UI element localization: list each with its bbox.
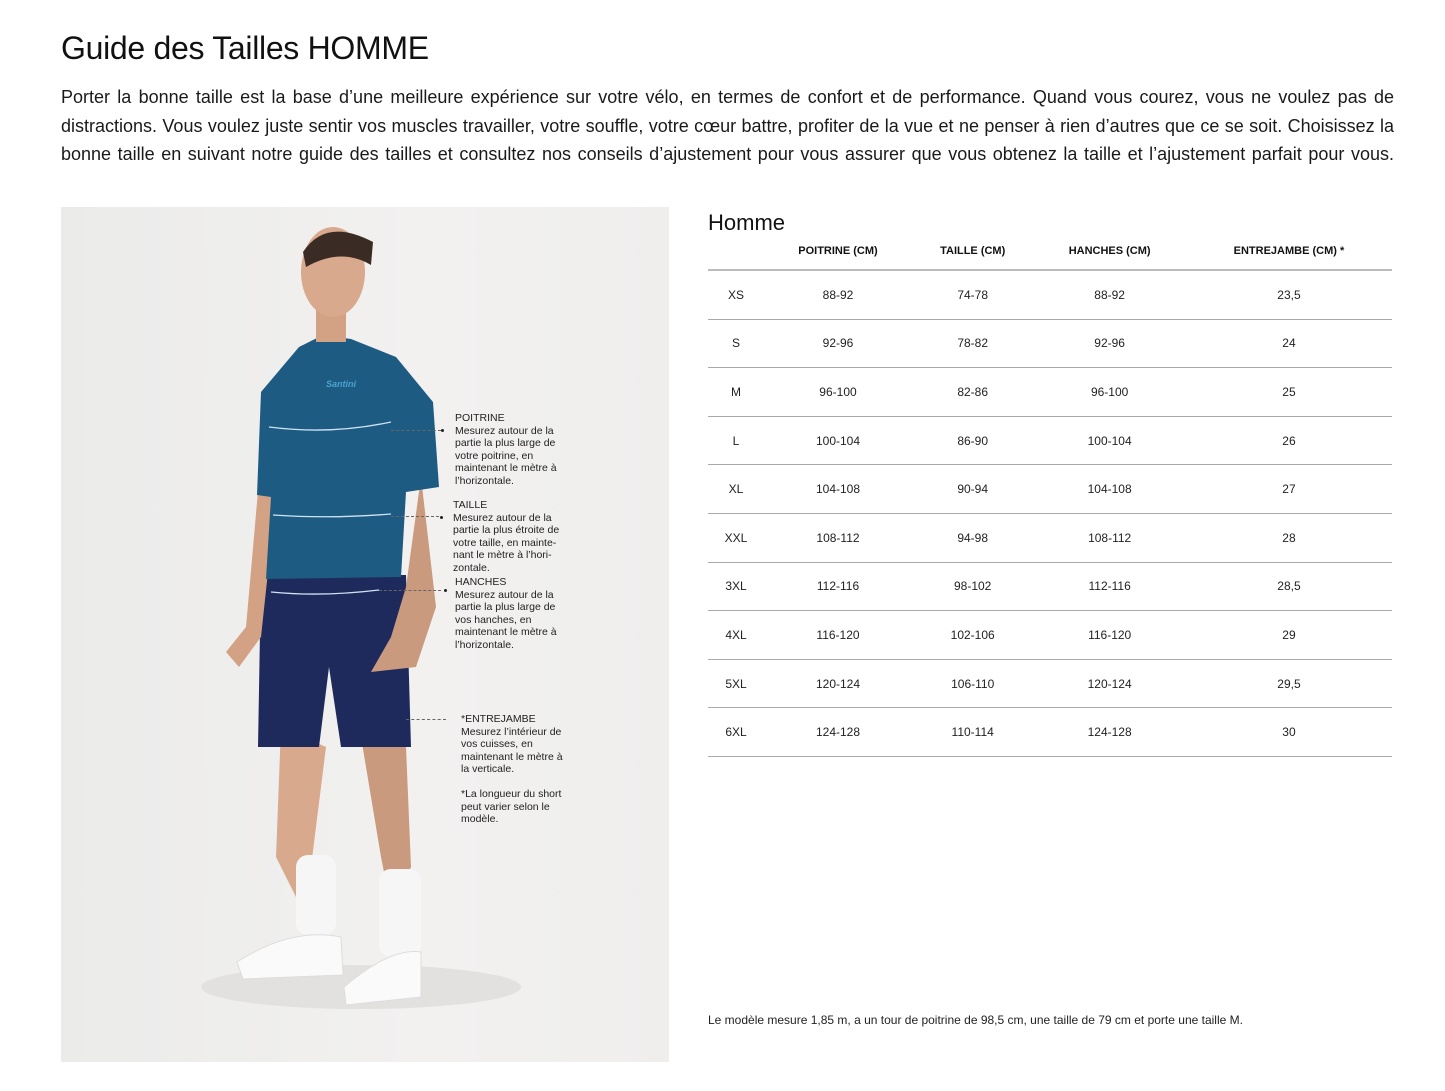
size-value: 26 <box>1185 416 1392 466</box>
size-value: 116-120 <box>764 610 912 660</box>
table-row: 5XL 120-124 106-110 120-124 29,5 <box>708 659 1392 709</box>
size-value: 124-128 <box>764 707 912 757</box>
column-header: ENTREJAMBE (CM) * <box>1185 232 1392 271</box>
size-label: 3XL <box>708 562 764 612</box>
table-row: M 96-100 82-86 96-100 25 <box>708 367 1392 417</box>
size-value: 104-108 <box>1033 464 1186 514</box>
size-value: 104-108 <box>764 464 912 514</box>
size-label: M <box>708 367 764 417</box>
size-value: 106-110 <box>911 659 1034 709</box>
size-value: 29,5 <box>1185 659 1392 709</box>
size-value: 116-120 <box>1033 610 1186 660</box>
size-value: 92-96 <box>764 319 912 369</box>
size-label: 5XL <box>708 659 764 709</box>
size-value: 24 <box>1185 319 1392 369</box>
size-value: 78-82 <box>911 319 1034 369</box>
column-header: TAILLE (CM) <box>911 232 1034 271</box>
size-value: 98-102 <box>911 562 1034 612</box>
size-value: 29 <box>1185 610 1392 660</box>
note-taille: TAILLE Mesurez autour de la partie la plu… <box>453 499 560 574</box>
jersey-logo: Santini <box>326 379 357 389</box>
size-value: 96-100 <box>764 367 912 417</box>
model-footnote: Le modèle mesure 1,85 m, a un tour de po… <box>708 1013 1243 1027</box>
size-label: S <box>708 319 764 369</box>
size-value: 112-116 <box>1033 562 1186 612</box>
size-value: 108-112 <box>764 513 912 563</box>
size-label: XXL <box>708 513 764 563</box>
note-poitrine: POITRINE Mesurez autour de la partie la p… <box>455 412 557 487</box>
size-value: 28,5 <box>1185 562 1392 612</box>
size-value: 88-92 <box>1033 270 1186 320</box>
table-row: L 100-104 86-90 100-104 26 <box>708 416 1392 466</box>
table-row: 4XL 116-120 102-106 116-120 29 <box>708 610 1392 660</box>
model-photo: Santini POITRINE Mesurez autour de la par… <box>61 207 669 1062</box>
size-value: 30 <box>1185 707 1392 757</box>
table-row: 6XL 124-128 110-114 124-128 30 <box>708 707 1392 757</box>
size-value: 110-114 <box>911 707 1034 757</box>
table-row: XL 104-108 90-94 104-108 27 <box>708 464 1392 514</box>
note-hanches: HANCHES Mesurez autour de la partie la pl… <box>455 576 557 651</box>
table-row: XS 88-92 74-78 88-92 23,5 <box>708 270 1392 320</box>
column-header: HANCHES (CM) <box>1033 232 1186 271</box>
size-value: 100-104 <box>764 416 912 466</box>
size-label: XS <box>708 270 764 320</box>
size-value: 90-94 <box>911 464 1034 514</box>
table-title: Homme <box>708 210 786 235</box>
size-label: 4XL <box>708 610 764 660</box>
size-value: 96-100 <box>1033 367 1186 417</box>
size-value: 25 <box>1185 367 1392 417</box>
column-header <box>708 232 764 271</box>
size-value: 28 <box>1185 513 1392 563</box>
size-value: 100-104 <box>1033 416 1186 466</box>
size-value: 74-78 <box>911 270 1034 320</box>
note-entrejambe: *ENTREJAMBE Mesurez l’intérieur de vos cu… <box>461 713 563 826</box>
size-value: 124-128 <box>1033 707 1186 757</box>
size-value: 108-112 <box>1033 513 1186 563</box>
size-value: 102-106 <box>911 610 1034 660</box>
size-value: 27 <box>1185 464 1392 514</box>
table-row: S 92-96 78-82 92-96 24 <box>708 319 1392 369</box>
model-figure-illustration: Santini <box>201 227 521 1009</box>
size-value: 94-98 <box>911 513 1034 563</box>
size-label: L <box>708 416 764 466</box>
size-value: 88-92 <box>764 270 912 320</box>
table-row: 3XL 112-116 98-102 112-116 28,5 <box>708 562 1392 612</box>
table-row: XXL 108-112 94-98 108-112 28 <box>708 513 1392 563</box>
size-value: 112-116 <box>764 562 912 612</box>
size-value: 120-124 <box>1033 659 1186 709</box>
size-value: 92-96 <box>1033 319 1186 369</box>
table-header-row: POITRINE (CM) TAILLE (CM) HANCHES (CM) ENTR… <box>708 232 1392 271</box>
intro-text: Porter la bonne taille est la base d’une… <box>61 87 1394 164</box>
column-header: POITRINE (CM) <box>764 232 912 271</box>
page-title: Guide des Tailles HOMME <box>61 30 429 66</box>
size-value: 86-90 <box>911 416 1034 466</box>
size-value: 23,5 <box>1185 270 1392 320</box>
size-label: 6XL <box>708 707 764 757</box>
size-label: XL <box>708 464 764 514</box>
size-value: 120-124 <box>764 659 912 709</box>
size-table: POITRINE (CM) TAILLE (CM) HANCHES (CM) ENTR… <box>708 232 1392 757</box>
size-value: 82-86 <box>911 367 1034 417</box>
